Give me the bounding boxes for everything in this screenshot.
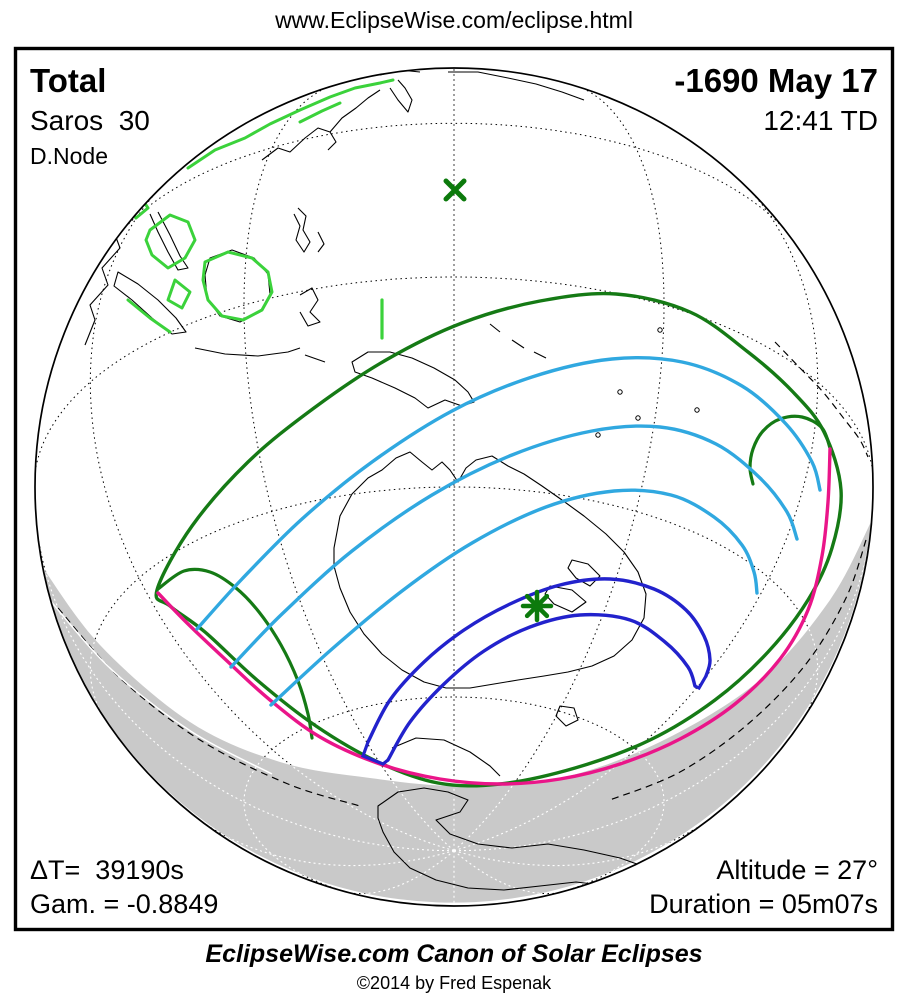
globe — [35, 68, 873, 906]
coast-highlight-lines — [123, 78, 395, 340]
umbra-path-east-cap — [694, 675, 708, 691]
saros-label: Saros 30 — [30, 105, 150, 136]
umbra-path-west-cap — [360, 741, 389, 766]
eclipse-type-label: Total — [30, 62, 106, 99]
header-url: www.EclipseWise.com/eclipse.html — [274, 7, 633, 33]
penumbra-loop-west — [156, 567, 314, 740]
greatest-eclipse-marker-center — [532, 601, 542, 611]
umbra-path-north-limit — [366, 577, 712, 744]
greatest-eclipse-marker — [520, 589, 554, 623]
delta-t-value: ΔT= 39190s — [30, 855, 184, 885]
footer-copyright: ©2014 by Fred Espenak — [357, 973, 552, 993]
node-label: D.Node — [30, 143, 108, 169]
magnitude-contour-south — [269, 488, 759, 707]
sunrise-sunset-curve — [156, 447, 832, 786]
terminator-dashed-ne — [774, 341, 869, 458]
penumbra-outer-limit — [154, 291, 843, 788]
magnitude-contour-middle — [229, 424, 799, 669]
footer-title: EclipseWise.com Canon of Solar Eclipses — [205, 940, 702, 968]
eclipse-markers — [443, 178, 554, 623]
eclipse-curves — [154, 291, 843, 788]
terminator-dashed-se — [609, 539, 867, 801]
twilight-white-line — [47, 597, 273, 775]
night-shade-region — [41, 522, 871, 903]
sub-solar-point-marker — [443, 178, 467, 202]
figure-border — [13, 46, 895, 932]
terminator-lines — [47, 341, 869, 807]
umbra-path-south-limit — [386, 612, 697, 762]
eclipse-time: 12:41 TD — [763, 105, 878, 136]
eclipse-date: -1690 May 17 — [674, 62, 878, 99]
duration-value: Duration = 05m07s — [649, 889, 878, 919]
altitude-value: Altitude = 27° — [716, 855, 878, 885]
gamma-value: Gam. = -0.8849 — [30, 889, 218, 919]
globe-outline — [34, 67, 874, 907]
magnitude-contour-north — [195, 355, 822, 631]
